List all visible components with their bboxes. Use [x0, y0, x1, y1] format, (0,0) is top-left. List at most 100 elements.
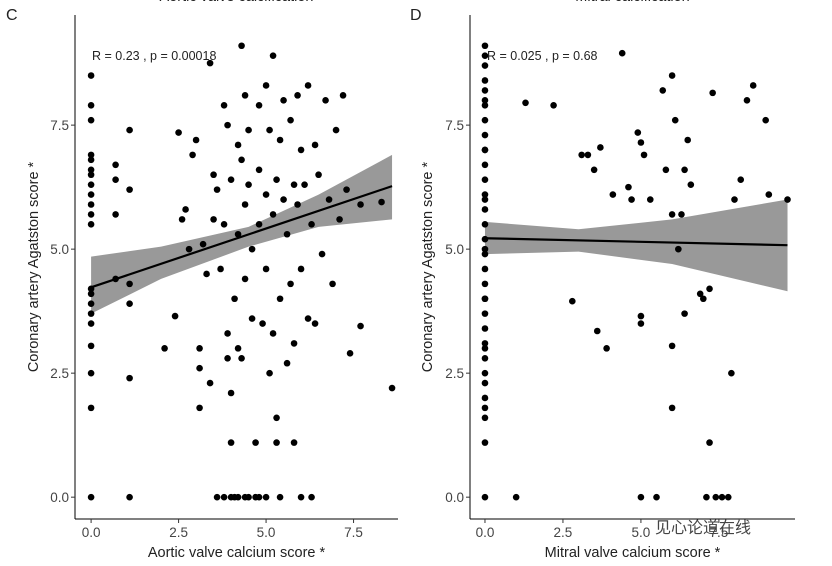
point [728, 369, 735, 377]
point [234, 493, 242, 501]
point [304, 315, 312, 322]
point [112, 211, 119, 218]
point [784, 196, 791, 203]
point [628, 196, 635, 203]
point [481, 265, 489, 273]
point [646, 196, 654, 203]
point [584, 151, 592, 159]
point [637, 493, 645, 501]
point [126, 300, 133, 308]
confidence-band [484, 199, 788, 292]
point [762, 116, 769, 124]
point [637, 320, 645, 327]
fit-line [90, 185, 393, 289]
y-tick-label: 5.0 [50, 242, 69, 257]
point [357, 201, 364, 208]
point [618, 49, 626, 57]
point [192, 136, 200, 144]
point [126, 493, 133, 501]
point [640, 151, 648, 159]
point [512, 493, 520, 501]
point [283, 230, 291, 238]
y-tick-label: 5.0 [445, 242, 464, 257]
point [255, 166, 263, 174]
fit-line [484, 237, 788, 247]
x-axis-title: Aortic valve calcium score * [148, 545, 326, 561]
point [87, 320, 95, 327]
point [220, 493, 228, 501]
point [280, 97, 287, 104]
point [749, 82, 757, 89]
point [87, 151, 95, 159]
point [668, 404, 676, 412]
point [290, 439, 298, 446]
point [210, 171, 217, 179]
point [87, 156, 95, 164]
point [199, 240, 207, 248]
point [231, 295, 238, 303]
point [217, 265, 224, 273]
x-tick-label: 2.5 [554, 525, 573, 540]
point [481, 52, 489, 59]
point [357, 322, 364, 330]
point [378, 198, 385, 206]
point [206, 379, 214, 387]
point [481, 77, 489, 84]
point [737, 176, 745, 183]
point [87, 310, 95, 317]
point [336, 216, 343, 223]
x-tick-label: 2.5 [169, 525, 188, 540]
point [112, 176, 119, 183]
point [234, 345, 242, 352]
point [262, 82, 270, 89]
point [87, 191, 95, 198]
point [481, 196, 489, 203]
point [255, 101, 263, 109]
point [255, 221, 263, 228]
point [481, 97, 489, 104]
point [273, 176, 280, 183]
point [126, 374, 133, 382]
point [609, 191, 617, 198]
point [196, 364, 203, 372]
point [87, 290, 95, 298]
point [269, 330, 277, 337]
annotation: R = 0.025 , p = 0.68 [487, 49, 598, 63]
point [590, 166, 598, 174]
point [724, 493, 732, 501]
point [706, 285, 713, 293]
point [481, 101, 489, 109]
point [481, 340, 489, 347]
y-tick-label: 2.5 [445, 366, 464, 381]
x-tick-label: 0.0 [82, 525, 101, 540]
point [87, 171, 95, 179]
point [227, 389, 235, 397]
point [322, 97, 329, 104]
point [262, 191, 270, 198]
point [481, 379, 489, 387]
point [578, 151, 585, 159]
point [234, 141, 242, 149]
point [87, 72, 95, 79]
y-tick-label: 2.5 [50, 366, 69, 381]
point [481, 245, 489, 253]
point [481, 221, 489, 228]
point [603, 345, 610, 352]
point [315, 171, 322, 179]
point [329, 280, 336, 288]
point [227, 493, 235, 501]
point [718, 493, 726, 501]
point [481, 394, 489, 402]
point [238, 156, 245, 164]
point [481, 131, 489, 139]
point [297, 265, 305, 273]
x-tick-label: 5.0 [257, 525, 276, 540]
point [659, 87, 667, 94]
x-tick-label: 0.0 [476, 525, 495, 540]
point [681, 166, 688, 174]
point [481, 295, 489, 303]
point [126, 186, 133, 193]
x-tick-label: 7.5 [710, 525, 729, 540]
point [678, 211, 685, 218]
point [481, 369, 489, 377]
